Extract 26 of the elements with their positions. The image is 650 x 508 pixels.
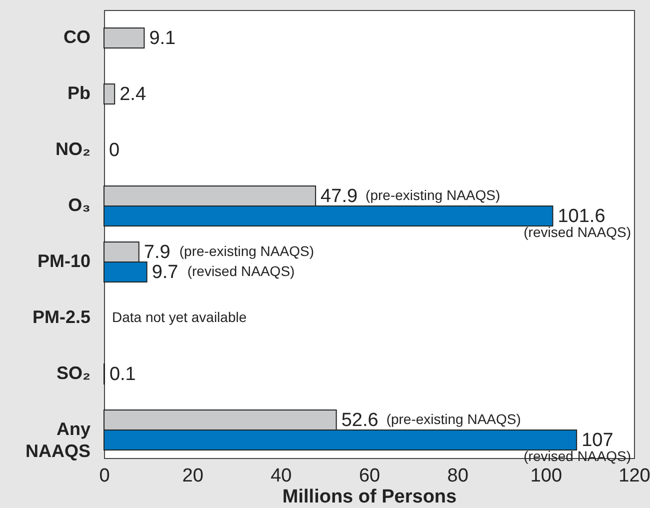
text: 47.9 (pre-existing NAAQS) xyxy=(320,186,500,207)
data-label: 2.4 xyxy=(120,84,146,105)
data-label: 0.1 xyxy=(109,364,136,385)
x-tick-label: 100 xyxy=(530,466,562,486)
y-tick-label: NO₂ xyxy=(56,139,90,159)
text: 52.6 (pre-existing NAAQS) xyxy=(341,410,521,431)
x-tick-label: 20 xyxy=(182,466,204,486)
y-tick-label: O₃ xyxy=(68,195,90,215)
text: 7.9 (pre-existing NAAQS) xyxy=(144,242,314,263)
data-label: 9.1 xyxy=(149,28,176,49)
y-tick-label: CO xyxy=(64,27,90,47)
annotation: Data not yet available xyxy=(112,309,247,325)
y-tick-label: Any NAAQS xyxy=(25,419,90,461)
y-tick-label: SO₂ xyxy=(56,363,90,383)
text: 101.6 (revised NAAQS) xyxy=(524,206,631,240)
y-tick-label: Pb xyxy=(67,83,90,103)
data-label: 0 xyxy=(109,140,120,161)
x-tick-label: 60 xyxy=(358,466,380,486)
x-tick-label: 0 xyxy=(99,466,110,486)
x-tick-label: 120 xyxy=(618,466,650,486)
y-tick-label: PM-10 xyxy=(37,251,90,271)
text: 9.7 (revised NAAQS) xyxy=(152,262,295,283)
y-tick-label: PM-2.5 xyxy=(32,307,90,327)
x-axis-title: Millions of Persons xyxy=(282,486,457,508)
x-tick-label: 40 xyxy=(270,466,292,486)
x-tick-label: 80 xyxy=(447,466,468,486)
